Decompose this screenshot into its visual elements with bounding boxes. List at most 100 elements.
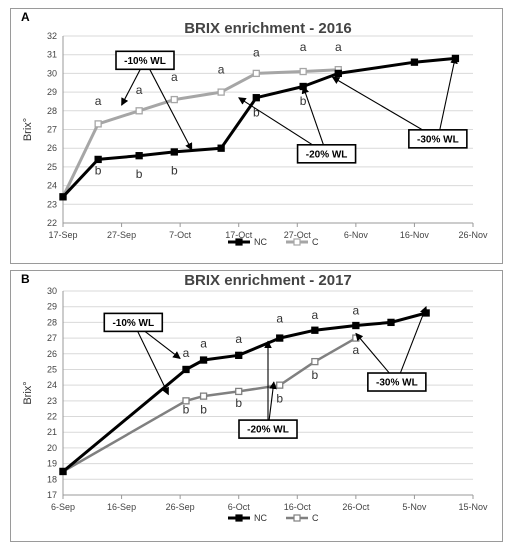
significance-letter: a	[312, 308, 319, 322]
data-point-C	[199, 392, 208, 400]
x-tick-label: 7-Oct	[169, 230, 192, 240]
significance-letter: a	[353, 304, 360, 318]
significance-letter: a	[300, 40, 307, 54]
y-tick-label: 25	[47, 162, 57, 172]
annotation-box	[367, 372, 427, 392]
significance-letter: b	[183, 402, 190, 416]
annotation-box	[115, 50, 175, 71]
annotation-arrow	[331, 76, 439, 140]
x-tick-label: 27-Sep	[107, 230, 136, 240]
data-point-NC	[59, 467, 67, 476]
significance-letter: a	[276, 311, 283, 325]
y-tick-label: 29	[47, 302, 57, 312]
significance-letter: a	[95, 94, 102, 108]
significance-letter: b	[171, 163, 178, 177]
data-point-NC	[135, 152, 143, 160]
data-point-NC	[235, 351, 243, 359]
annotation-arrow	[301, 85, 328, 154]
y-tick-label: 26	[47, 349, 57, 359]
data-point-NC	[252, 94, 260, 102]
y-tick-label: 20	[47, 443, 57, 453]
y-tick-label: 24	[47, 380, 57, 390]
annotation-label: -10% WL	[124, 56, 166, 67]
y-tick-label: 23	[47, 199, 57, 209]
x-tick-label: 6-Sep	[51, 502, 75, 512]
y-tick-label: 30	[47, 68, 57, 78]
y-tick-label: 29	[47, 87, 57, 97]
data-point-NC	[217, 144, 225, 152]
y-axis-label: Brix°	[22, 381, 34, 404]
data-point-NC	[334, 69, 342, 78]
y-tick-label: 28	[47, 317, 57, 327]
significance-letter: a	[253, 46, 260, 60]
data-point-NC	[94, 155, 102, 164]
y-tick-label: 21	[47, 427, 57, 437]
chart-panel-a: A BRIX enrichment - 2016 22 23 24 25 26 27 28 29 3…	[10, 8, 503, 264]
legend-swatch-marker	[293, 238, 301, 246]
data-point-NC	[59, 193, 67, 201]
data-point-C	[170, 95, 178, 104]
y-tick-label: 22	[47, 412, 57, 422]
significance-letter: a	[136, 83, 143, 97]
chart-title: BRIX enrichment - 2017	[184, 272, 352, 289]
annotation-box	[408, 129, 468, 149]
data-point-NC	[410, 58, 419, 66]
y-tick-label: 26	[47, 143, 57, 153]
legend-label: C	[312, 237, 319, 247]
data-point-C	[182, 397, 190, 405]
data-point-NC	[352, 321, 360, 330]
significance-letter: b	[136, 167, 143, 181]
annotation-label: -30% WL	[376, 378, 418, 389]
y-tick-label: 22	[47, 218, 57, 228]
significance-letter: a	[335, 40, 342, 54]
y-tick-label: 30	[47, 286, 57, 296]
chart-panel-b: B BRIX enrichment - 2017 17 18 19 20 21 22 23 24 2…	[10, 270, 503, 542]
panel-label: A	[21, 10, 30, 24]
significance-letter: a	[353, 343, 360, 357]
annotation-box	[103, 312, 164, 333]
x-tick-label: 16-Oct	[284, 502, 312, 512]
y-tick-label: 17	[47, 490, 57, 500]
significance-letter: b	[312, 368, 319, 382]
annotation-label: -30% WL	[417, 134, 459, 145]
significance-letter: b	[253, 105, 260, 119]
annotation-label: -10% WL	[112, 318, 154, 329]
y-axis-label: Brix°	[22, 118, 34, 141]
y-tick-label: 25	[47, 364, 57, 374]
data-point-C	[235, 387, 243, 396]
x-tick-label: 6-Oct	[228, 502, 251, 512]
x-tick-label: 15-Nov	[458, 502, 488, 512]
x-tick-label: 16-Sep	[107, 502, 136, 512]
x-tick-label: 27-Oct	[284, 230, 312, 240]
legend-label: NC	[254, 237, 267, 247]
data-point-C	[252, 69, 260, 78]
annotation-label: -20% WL	[247, 425, 289, 436]
data-point-C	[217, 88, 225, 96]
x-tick-label: 16-Nov	[400, 230, 430, 240]
chart-b-svg: B BRIX enrichment - 2017 17 18 19 20 21 22 23 24 2…	[21, 272, 488, 523]
significance-letter: b	[235, 396, 242, 410]
y-tick-label: 23	[47, 396, 57, 406]
significance-letter: b	[276, 391, 283, 405]
data-point-C	[135, 107, 143, 115]
significance-letter: a	[183, 346, 190, 360]
series-line-C	[61, 68, 339, 198]
annotation-box	[238, 419, 298, 439]
panel-label: B	[21, 272, 30, 286]
data-point-NC	[276, 334, 284, 342]
data-point-NC	[182, 365, 190, 374]
annotation-box	[296, 144, 357, 164]
data-point-C	[276, 381, 284, 389]
x-tick-label: 6-Nov	[344, 230, 369, 240]
x-tick-label: 17-Oct	[225, 230, 253, 240]
x-tick-label: 17-Sep	[48, 230, 77, 240]
data-point-C	[311, 357, 319, 366]
significance-letter: a	[235, 332, 242, 346]
y-tick-label: 28	[47, 106, 57, 116]
x-tick-label: 26-Sep	[166, 502, 195, 512]
legend-swatch-marker	[235, 514, 243, 522]
annotation-label: -20% WL	[306, 149, 348, 160]
data-point-C	[299, 67, 307, 76]
legend-swatch-marker	[235, 238, 243, 246]
significance-letter: b	[300, 94, 307, 108]
